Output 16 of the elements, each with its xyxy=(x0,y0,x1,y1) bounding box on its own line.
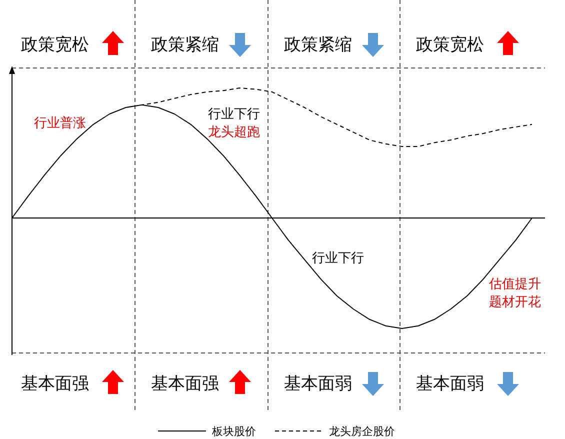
legend-label: 板块股价 xyxy=(211,425,256,438)
annotation: 题材开花 xyxy=(489,295,541,310)
annotation: 行业普涨 xyxy=(34,115,86,131)
text: 基本面强 xyxy=(21,374,89,394)
text: 政策宽松 xyxy=(416,35,484,55)
annotation: 行业下行 xyxy=(312,251,364,266)
text: 政策紧缩 xyxy=(151,35,219,55)
text: 基本面弱 xyxy=(284,374,352,394)
text: 基本面强 xyxy=(151,374,219,394)
text: 政策紧缩 xyxy=(284,35,352,55)
annotation: 行业下行 xyxy=(208,107,260,122)
annotation: 龙头超跑 xyxy=(208,125,260,140)
text: 基本面弱 xyxy=(416,374,484,394)
text: 政策宽松 xyxy=(21,35,89,55)
annotation: 估值提升 xyxy=(488,277,541,292)
legend-label: 龙头房企股价 xyxy=(329,425,395,438)
